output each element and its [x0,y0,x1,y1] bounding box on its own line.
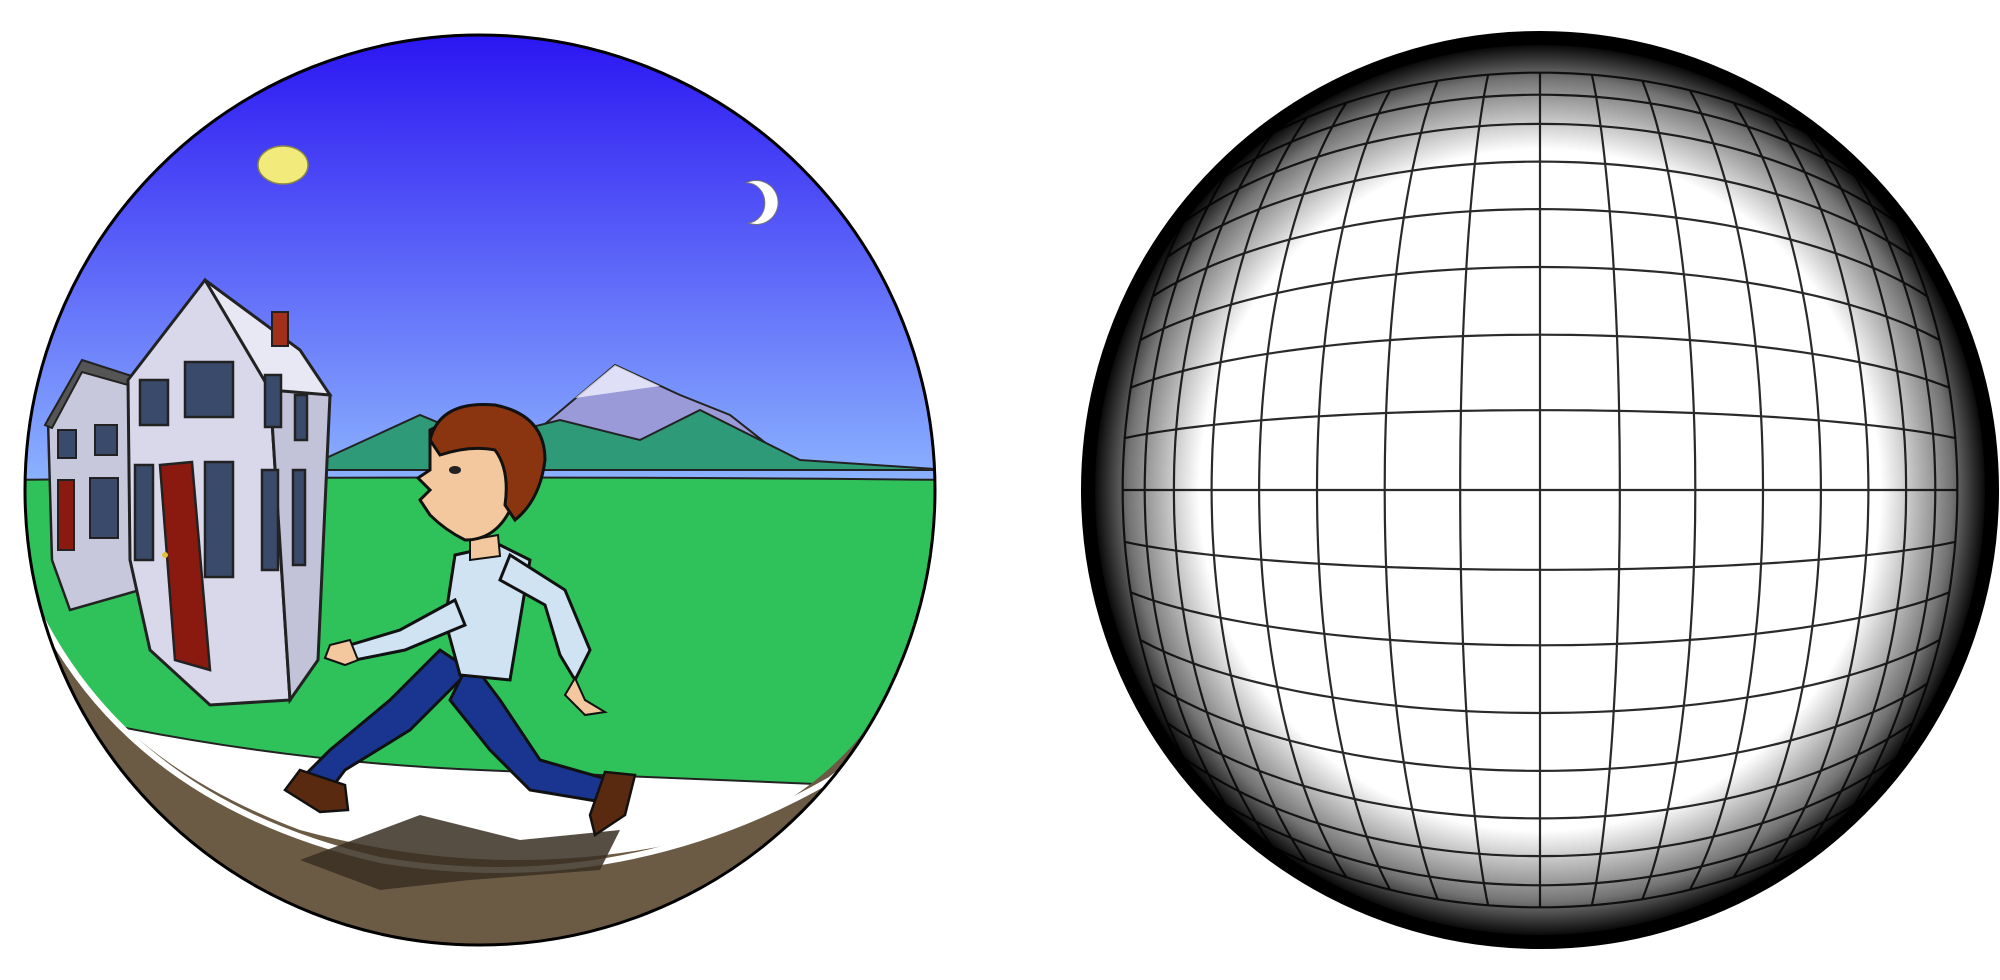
hair [428,402,547,523]
house-large [126,277,333,707]
front-hand [563,675,608,717]
grid-vignette [1092,42,1988,938]
fisheye-grid-panel [1081,31,1999,949]
back-shoe [283,768,350,814]
fisheye-scene-panel [23,33,937,947]
moon-icon [745,180,779,226]
fisheye-scene-rim [23,33,937,947]
walker-shadow [300,815,620,890]
ground-road [25,540,935,945]
front-door [158,460,212,672]
mountain-snow [575,365,660,398]
front-shoe [588,770,637,838]
chimney [271,311,289,347]
back-hand [323,638,360,667]
fisheye-grid-rim [1081,31,1999,949]
walking-man [283,402,637,838]
sun-icon [257,145,309,185]
